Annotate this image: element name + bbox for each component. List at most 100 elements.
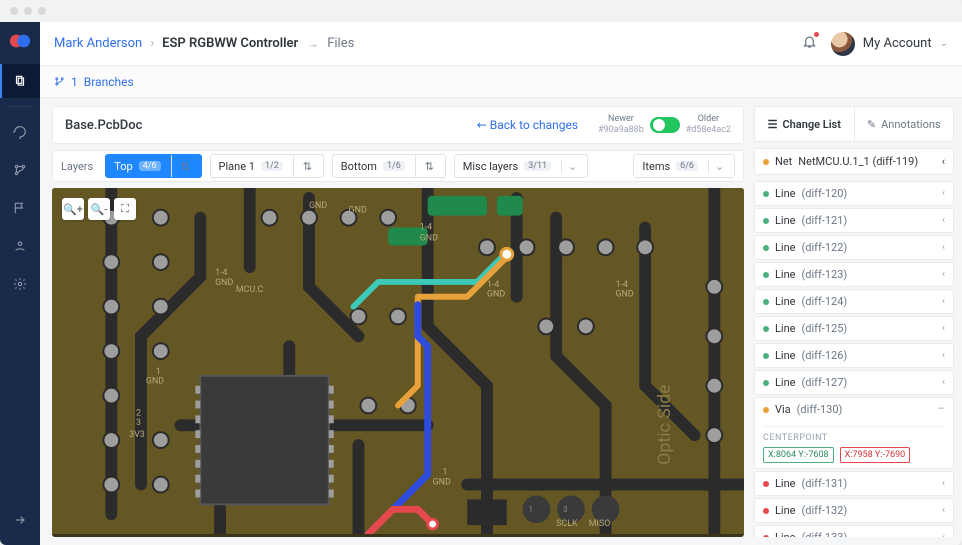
rev-toggle[interactable]: [650, 117, 680, 133]
diff-row[interactable]: Line(diff-131)‹: [754, 471, 954, 496]
diff-row[interactable]: Line (diff-120) ‹: [754, 181, 954, 206]
traffic-dot: [38, 7, 46, 15]
sidebar-collapse[interactable]: [0, 503, 40, 537]
diff-list: Line(diff-120)‹Line(diff-121)‹Line(diff-…: [754, 181, 954, 537]
branch-count: 1: [71, 75, 78, 89]
diff-row[interactable]: Via(diff-130)—CENTERPOINTX:8064 Y:-7608X…: [754, 397, 954, 469]
account-label: My Account: [863, 36, 932, 51]
diff-row[interactable]: Line(diff-132)‹: [754, 498, 954, 523]
diff-dot: [763, 380, 769, 386]
branch-bar[interactable]: 1 Branches: [40, 66, 962, 98]
chevron-left-icon: ‹: [942, 296, 945, 307]
breadcrumb: Mark Anderson › ESP RGBWW Controller → F…: [54, 36, 354, 52]
sidebar-item-branches[interactable]: [0, 153, 40, 187]
diff-type: Line: [775, 187, 796, 200]
diff-id: (diff-124): [802, 295, 848, 308]
sidebar-item-users[interactable]: [0, 229, 40, 263]
sidebar-item-files[interactable]: [0, 64, 40, 98]
layer-misc[interactable]: Misc layers 3/11 ⌄: [454, 154, 588, 178]
diff-row[interactable]: Line(diff-121)‹: [754, 208, 954, 233]
net-header[interactable]: Net NetMCU.U.1_1 (diff-119) ‹: [754, 148, 954, 175]
chevron-left-icon: ‹: [942, 215, 945, 226]
sidebar-item-chat[interactable]: [0, 115, 40, 149]
svg-text:MISO: MISO: [589, 519, 611, 529]
diff-row[interactable]: Line(diff-123)‹: [754, 262, 954, 287]
svg-text:SCLK: SCLK: [556, 519, 578, 529]
svg-text:3: 3: [563, 505, 567, 514]
breadcrumb-user[interactable]: Mark Anderson: [54, 36, 142, 51]
zoom-out-button[interactable]: 🔍-: [88, 198, 110, 220]
diff-row[interactable]: Line(diff-125)‹: [754, 316, 954, 341]
centerpoint-label: CENTERPOINT: [763, 433, 945, 443]
svg-text:1-4: 1-4: [215, 268, 227, 278]
diff-id: (diff-120): [802, 187, 848, 200]
diff-dot: [763, 326, 769, 332]
chevron-down-icon[interactable]: ⌄: [561, 160, 579, 173]
diff-row[interactable]: Line(diff-133)‹: [754, 525, 954, 537]
chevron-left-icon: ‹: [942, 242, 945, 253]
layer-items[interactable]: Items 6/6 ⌄: [633, 154, 735, 178]
svg-text:GND: GND: [349, 206, 367, 216]
net-dot: [763, 159, 769, 165]
diff-row[interactable]: Line(diff-122)‹: [754, 235, 954, 260]
zoom-in-button[interactable]: 🔍+: [62, 198, 84, 220]
chevron-left-icon: ‹: [942, 377, 945, 388]
sidebar-item-settings[interactable]: [0, 267, 40, 301]
branch-icon: [54, 76, 65, 87]
file-title: Base.PcbDoc: [65, 118, 142, 133]
chevron-down-icon[interactable]: ⌄: [708, 160, 726, 173]
diff-row[interactable]: Line(diff-127)‹: [754, 370, 954, 395]
svg-text:MCU.C: MCU.C: [236, 285, 264, 295]
layer-plane[interactable]: Plane 1 1/2 ⇅: [210, 154, 324, 178]
diff-type: Line: [775, 376, 796, 389]
diff-id: (diff-126): [802, 349, 848, 362]
svg-text:1: 1: [156, 367, 161, 377]
pcb-viewer[interactable]: 🔍+ 🔍- ⛶: [52, 188, 744, 537]
notifications-button[interactable]: [802, 34, 817, 53]
fullscreen-button[interactable]: ⛶: [114, 198, 136, 220]
chevron-left-icon: ‹: [942, 323, 945, 334]
window-titlebar: [0, 0, 962, 22]
diff-dot: [763, 535, 769, 538]
arrow-left-icon: ←: [477, 118, 487, 132]
layers-label: Layers: [61, 160, 97, 173]
filter-icon[interactable]: ⇅: [171, 155, 193, 177]
rev-older: Older #d58e4ac2: [686, 114, 731, 136]
tab-change-list[interactable]: ☰ Change List: [755, 107, 854, 141]
diff-type: Line: [775, 322, 796, 335]
svg-text:1-4: 1-4: [615, 280, 627, 290]
svg-text:1-4: 1-4: [420, 223, 432, 233]
coord-newer: X:8064 Y:-7608: [763, 447, 834, 463]
list-icon: ☰: [768, 118, 778, 131]
chevron-left-icon: ‹: [942, 269, 945, 280]
layer-bottom[interactable]: Bottom 1/6 ⇅: [332, 154, 446, 178]
chevron-left-icon: ‹: [942, 188, 945, 199]
layer-top[interactable]: Top 4/6 ⇅: [105, 154, 201, 178]
diff-id: (diff-122): [802, 241, 848, 254]
diff-id: (diff-132): [802, 504, 848, 517]
svg-text:1: 1: [442, 468, 447, 478]
svg-text:3V3: 3V3: [129, 430, 145, 440]
svg-text:3: 3: [136, 418, 141, 428]
sidebar-divider: [7, 106, 33, 107]
layer-bar: Layers Top 4/6 ⇅ Plane 1 1/2 ⇅ Botto: [52, 150, 744, 182]
diff-id: (diff-130): [797, 403, 843, 416]
sidebar: [0, 22, 40, 545]
diff-type: Line: [775, 504, 796, 517]
breadcrumb-sep: ›: [150, 36, 154, 51]
sidebar-item-flag[interactable]: [0, 191, 40, 225]
filter-icon[interactable]: ⇅: [415, 155, 437, 177]
account-menu[interactable]: My Account ⌄: [831, 32, 948, 56]
tab-annotations[interactable]: ✎ Annotations: [854, 107, 954, 141]
svg-text:GND: GND: [615, 290, 633, 300]
filter-icon[interactable]: ⇅: [293, 155, 315, 177]
back-to-changes[interactable]: ← Back to changes: [477, 118, 578, 132]
breadcrumb-project[interactable]: ESP RGBWW Controller: [162, 36, 298, 51]
diff-row[interactable]: Line(diff-124)‹: [754, 289, 954, 314]
diff-id: (diff-131): [802, 477, 848, 490]
diff-type: Line: [775, 214, 796, 227]
app-logo[interactable]: [7, 28, 33, 54]
diff-row[interactable]: Line(diff-126)‹: [754, 343, 954, 368]
diff-type: Line: [775, 349, 796, 362]
diff-dot: [763, 508, 769, 514]
